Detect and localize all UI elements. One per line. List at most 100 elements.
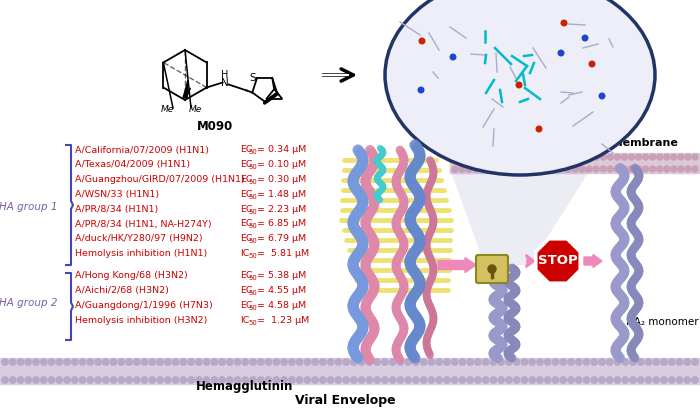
Circle shape <box>473 154 480 160</box>
Circle shape <box>515 154 522 160</box>
Circle shape <box>204 377 210 383</box>
Circle shape <box>419 38 425 44</box>
Circle shape <box>71 359 78 365</box>
Circle shape <box>558 166 564 172</box>
Text: EC: EC <box>240 286 253 295</box>
Circle shape <box>281 359 287 365</box>
Circle shape <box>494 166 500 172</box>
Circle shape <box>296 377 303 383</box>
Circle shape <box>358 359 365 365</box>
Text: = 6.79 μM: = 6.79 μM <box>254 234 306 243</box>
Text: STOP: STOP <box>538 254 578 268</box>
Circle shape <box>2 359 8 365</box>
Circle shape <box>661 377 667 383</box>
Polygon shape <box>450 170 590 265</box>
Circle shape <box>459 166 465 172</box>
Circle shape <box>593 154 599 160</box>
Circle shape <box>615 166 620 172</box>
Text: 50: 50 <box>248 150 258 156</box>
Circle shape <box>418 87 424 93</box>
Circle shape <box>498 359 505 365</box>
Text: A/PR/8/34 (H1N1): A/PR/8/34 (H1N1) <box>75 205 158 214</box>
Circle shape <box>657 154 663 160</box>
Circle shape <box>234 377 241 383</box>
Text: Me: Me <box>160 105 174 114</box>
Circle shape <box>103 377 109 383</box>
Circle shape <box>320 359 326 365</box>
Text: N: N <box>220 78 228 88</box>
Circle shape <box>593 166 599 172</box>
Circle shape <box>487 166 494 172</box>
Circle shape <box>668 359 675 365</box>
Circle shape <box>643 154 649 160</box>
Text: Viral Envelope: Viral Envelope <box>295 394 395 407</box>
Circle shape <box>320 377 326 383</box>
Circle shape <box>551 154 556 160</box>
Circle shape <box>18 359 24 365</box>
Circle shape <box>522 377 528 383</box>
Circle shape <box>428 377 435 383</box>
Circle shape <box>227 359 233 365</box>
Circle shape <box>537 359 543 365</box>
Circle shape <box>382 359 388 365</box>
FancyArrow shape <box>526 254 535 268</box>
Circle shape <box>312 359 318 365</box>
Circle shape <box>358 377 365 383</box>
Circle shape <box>615 359 621 365</box>
Text: 50: 50 <box>248 194 258 200</box>
Text: IC: IC <box>240 316 249 325</box>
Circle shape <box>645 377 652 383</box>
Circle shape <box>529 377 536 383</box>
Text: A/Hong Kong/68 (H3N2): A/Hong Kong/68 (H3N2) <box>75 271 188 280</box>
Circle shape <box>195 359 202 365</box>
Circle shape <box>436 377 442 383</box>
Circle shape <box>582 35 588 41</box>
Circle shape <box>335 377 342 383</box>
Circle shape <box>421 377 427 383</box>
Circle shape <box>180 359 186 365</box>
Circle shape <box>180 377 186 383</box>
Text: 50: 50 <box>248 179 258 185</box>
Text: EC: EC <box>240 145 253 154</box>
Circle shape <box>565 166 571 172</box>
Circle shape <box>33 359 39 365</box>
Circle shape <box>608 154 613 160</box>
Circle shape <box>606 377 613 383</box>
Circle shape <box>568 377 574 383</box>
Circle shape <box>250 377 256 383</box>
Circle shape <box>480 154 486 160</box>
Circle shape <box>141 359 148 365</box>
Text: = 1.48 μM: = 1.48 μM <box>254 190 306 199</box>
Circle shape <box>111 377 117 383</box>
Circle shape <box>242 359 248 365</box>
Circle shape <box>598 377 606 383</box>
Circle shape <box>676 377 682 383</box>
Circle shape <box>157 359 163 365</box>
Circle shape <box>600 154 606 160</box>
Circle shape <box>561 20 567 26</box>
Circle shape <box>537 154 542 160</box>
Circle shape <box>56 377 62 383</box>
Circle shape <box>335 359 342 365</box>
Text: Hemagglutinin: Hemagglutinin <box>196 380 294 393</box>
Circle shape <box>529 359 536 365</box>
Circle shape <box>273 377 279 383</box>
Circle shape <box>552 377 559 383</box>
Circle shape <box>188 359 195 365</box>
Circle shape <box>436 359 442 365</box>
Text: = 6.85 μM: = 6.85 μM <box>254 219 306 228</box>
Circle shape <box>653 359 659 365</box>
Circle shape <box>498 377 505 383</box>
Text: = 0.10 μM: = 0.10 μM <box>254 160 306 169</box>
Circle shape <box>560 359 566 365</box>
Circle shape <box>452 154 458 160</box>
Circle shape <box>366 359 372 365</box>
Circle shape <box>172 377 178 383</box>
Circle shape <box>25 377 32 383</box>
Circle shape <box>413 377 419 383</box>
Text: A/WSN/33 (H1N1): A/WSN/33 (H1N1) <box>75 190 159 199</box>
Circle shape <box>211 359 218 365</box>
Text: A/Texas/04/2009 (H1N1): A/Texas/04/2009 (H1N1) <box>75 160 190 169</box>
Circle shape <box>258 359 264 365</box>
Circle shape <box>288 359 295 365</box>
